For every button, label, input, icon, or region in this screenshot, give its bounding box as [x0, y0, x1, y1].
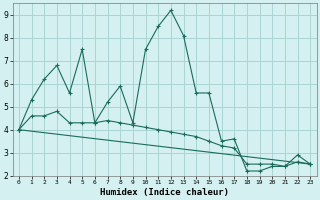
X-axis label: Humidex (Indice chaleur): Humidex (Indice chaleur) [100, 188, 229, 197]
